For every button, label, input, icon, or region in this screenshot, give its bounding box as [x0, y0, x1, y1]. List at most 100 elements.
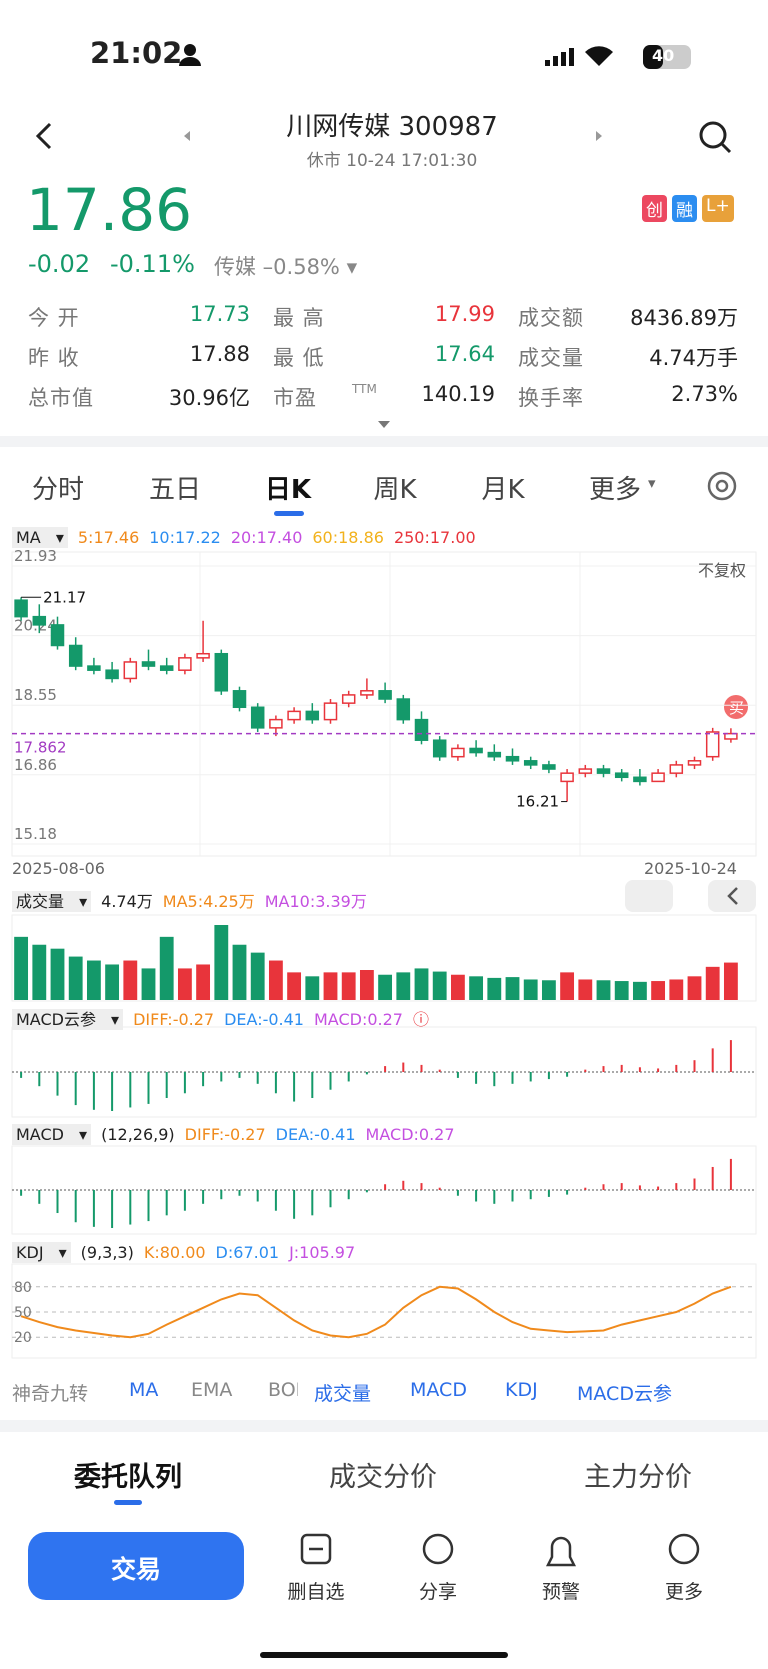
- end-date: 2025-10-24: [644, 859, 737, 878]
- home-indicator: [260, 1652, 508, 1658]
- person-icon: [179, 57, 201, 66]
- indicator-tab[interactable]: BOLL: [268, 1379, 298, 1401]
- volume-bar: [560, 972, 575, 1000]
- volume-bar: [250, 952, 265, 1000]
- badges: 创 融 L+: [642, 195, 734, 222]
- volume-bar: [614, 981, 629, 1000]
- ma-label[interactable]: MA ▾: [12, 527, 68, 548]
- kdj-legend: KDJ ▾ (9,3,3) K:80.00 D:67.01 J:105.97: [12, 1242, 365, 1263]
- candle-body: [396, 698, 411, 721]
- stat-value: 17.73: [189, 302, 250, 326]
- sector-text[interactable]: 传媒 –0.58%: [214, 255, 340, 279]
- ma-label-text: MA: [16, 528, 41, 547]
- candle-body: [250, 706, 265, 729]
- indicator-tab[interactable]: MACD: [410, 1379, 467, 1401]
- share-icon[interactable]: [422, 1533, 454, 1565]
- wifi-icon: [585, 46, 613, 66]
- vol-ma5: MA5:4.25万: [162, 892, 255, 911]
- stat-label: 最 高: [273, 306, 325, 330]
- volume-bar: [159, 936, 174, 1000]
- candle-body: [542, 764, 556, 770]
- indicator-tab[interactable]: EMA: [191, 1379, 233, 1401]
- dea: DEA:-0.41: [224, 1010, 304, 1029]
- adjust[interactable]: 不复权: [698, 561, 747, 580]
- candle-body: [560, 772, 574, 783]
- expand-icon[interactable]: [378, 421, 390, 428]
- nav-item[interactable]: 分享: [418, 1581, 458, 1603]
- settings-icon[interactable]: [707, 471, 737, 501]
- period-tab[interactable]: 日K: [264, 475, 312, 505]
- info-icon[interactable]: ⓘ: [412, 1010, 429, 1029]
- nav-item[interactable]: 删自选: [287, 1581, 345, 1603]
- remove-icon[interactable]: [300, 1533, 332, 1565]
- period-tab[interactable]: 更多: [588, 475, 642, 505]
- y-tick-label: 50: [14, 1305, 32, 1321]
- bottom-tab[interactable]: 委托队列: [74, 1462, 182, 1493]
- candle-body: [141, 661, 156, 667]
- volume-bar: [578, 979, 593, 1000]
- macd-cloud-legend: MACD云参 ▾ DIFF:-0.27 DEA:-0.41 MACD:0.27 ⓘ: [12, 1006, 439, 1030]
- nav-item[interactable]: 更多: [664, 1581, 704, 1603]
- volume-bar: [450, 974, 465, 1000]
- stat-label: 成交额: [518, 306, 584, 330]
- volume-bar: [596, 980, 611, 1000]
- collapse-button[interactable]: [708, 880, 756, 912]
- indicator-tab[interactable]: 神奇九转: [12, 1383, 89, 1405]
- start-date: 2025-08-06: [12, 859, 105, 878]
- divider: [0, 1420, 768, 1432]
- candle-body: [287, 710, 301, 721]
- buy-badge[interactable]: [724, 695, 748, 719]
- dea: DEA:-0.41: [275, 1125, 356, 1144]
- candle-body: [705, 731, 720, 758]
- j: J:105.97: [289, 1243, 356, 1262]
- volume-bar: [123, 960, 138, 1000]
- search-icon[interactable]: [699, 121, 727, 149]
- stat-label: 昨 收: [28, 346, 80, 370]
- period-tab[interactable]: 月K: [481, 475, 525, 505]
- back-icon[interactable]: [35, 122, 52, 150]
- panel-frame: [11, 1263, 757, 1359]
- indicator-tab[interactable]: KDJ: [505, 1379, 538, 1401]
- y-tick-label: 18.55: [14, 686, 57, 704]
- alert-icon[interactable]: [545, 1536, 577, 1567]
- candle-body: [87, 665, 101, 671]
- collapse-icon: [727, 887, 738, 905]
- indicator-tab[interactable]: MA: [129, 1379, 159, 1401]
- bottom-tab[interactable]: 成交分价: [329, 1462, 437, 1493]
- stat-label: 市盈: [273, 386, 317, 410]
- period-tab[interactable]: 分时: [31, 475, 85, 505]
- person-icon: [184, 44, 196, 56]
- volume-bar: [341, 972, 356, 1000]
- volume-bar: [505, 977, 520, 1000]
- signal-icon: [545, 48, 574, 66]
- stat-value: 17.88: [189, 342, 250, 366]
- nav-item[interactable]: 预警: [541, 1581, 581, 1603]
- volume-bar: [651, 981, 666, 1000]
- period-tab[interactable]: 五日: [148, 475, 202, 505]
- diff: DIFF:-0.27: [184, 1125, 266, 1144]
- volume-bar: [669, 979, 684, 1000]
- legend-label-text: MACD云参: [16, 1010, 96, 1029]
- indicator-tab[interactable]: MACD云参: [577, 1383, 672, 1405]
- legend-label[interactable]: MACD云参 ▾: [12, 1009, 124, 1030]
- period-tab[interactable]: 周K: [373, 475, 417, 505]
- divider: [0, 436, 768, 447]
- tab-underline: [114, 1500, 142, 1505]
- volume-bar: [14, 936, 29, 1000]
- battery-text: 40: [652, 46, 675, 65]
- ma5: 5:17.46: [77, 528, 140, 547]
- indicator-tab[interactable]: 成交量: [314, 1383, 372, 1405]
- ma-legend: MA ▾ 5:17.46 10:17.22 20:17.40 60:18.86 250:1…: [12, 527, 486, 548]
- buy-text: 买: [729, 699, 745, 717]
- trade-button[interactable]: [28, 1532, 244, 1600]
- bottom-tab[interactable]: 主力分价: [584, 1462, 692, 1493]
- volume-bar: [196, 964, 211, 1000]
- vol-label[interactable]: 成交量 ▾: [12, 891, 92, 912]
- k: K:80.00: [143, 1243, 206, 1262]
- more-icon[interactable]: [668, 1533, 700, 1565]
- legend-label[interactable]: MACD ▾: [12, 1124, 92, 1145]
- volume-bar: [105, 964, 120, 1000]
- rotate-button[interactable]: [625, 880, 673, 912]
- y-tick-label: 15.18: [14, 825, 57, 843]
- legend-label[interactable]: KDJ ▾: [12, 1242, 71, 1263]
